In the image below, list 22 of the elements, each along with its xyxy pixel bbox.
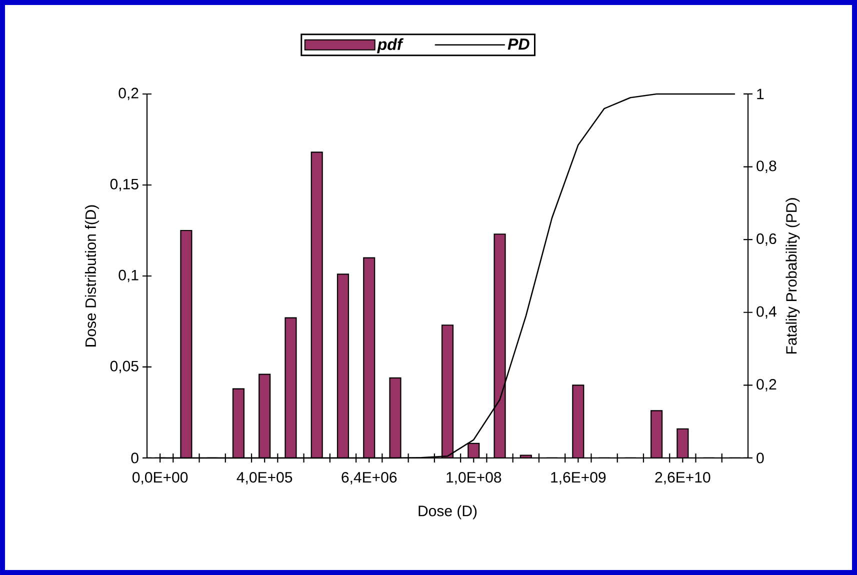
- y-tick-label: 0: [131, 452, 138, 464]
- x-tick-label: 6,4E+06: [342, 472, 397, 484]
- y2-tick-label: 0,4: [756, 306, 776, 319]
- x-tick-label: 2,6E+10: [655, 472, 710, 484]
- x-tick-label: 0,0E+00: [132, 472, 188, 484]
- y2-axis-title: Fatality Probability (PD): [786, 198, 800, 354]
- y2-tick-label: 0,6: [756, 233, 776, 246]
- y-tick-label: 0,05: [110, 360, 138, 374]
- y-tick-label: 0,15: [110, 178, 138, 192]
- y-axis-title: Dose Distribution f(D): [84, 205, 99, 346]
- legend-label: PD: [508, 38, 530, 50]
- legend-label: pdf: [377, 38, 404, 54]
- y2-tick-label: 1: [757, 88, 764, 100]
- x-tick-label: 1,6E+09: [551, 472, 606, 484]
- y-tick-label: 0,1: [118, 270, 138, 282]
- y2-tick-label: 0,2: [756, 378, 776, 392]
- x-tick-label: 1,0E+08: [446, 472, 502, 484]
- y-tick-label: 0,2: [118, 88, 138, 100]
- y2-tick-label: 0,8: [756, 160, 776, 173]
- x-tick-label: 4,0E+05: [236, 472, 292, 484]
- x-axis-title: Dose (D): [418, 505, 477, 520]
- y2-tick-label: 0: [756, 452, 764, 464]
